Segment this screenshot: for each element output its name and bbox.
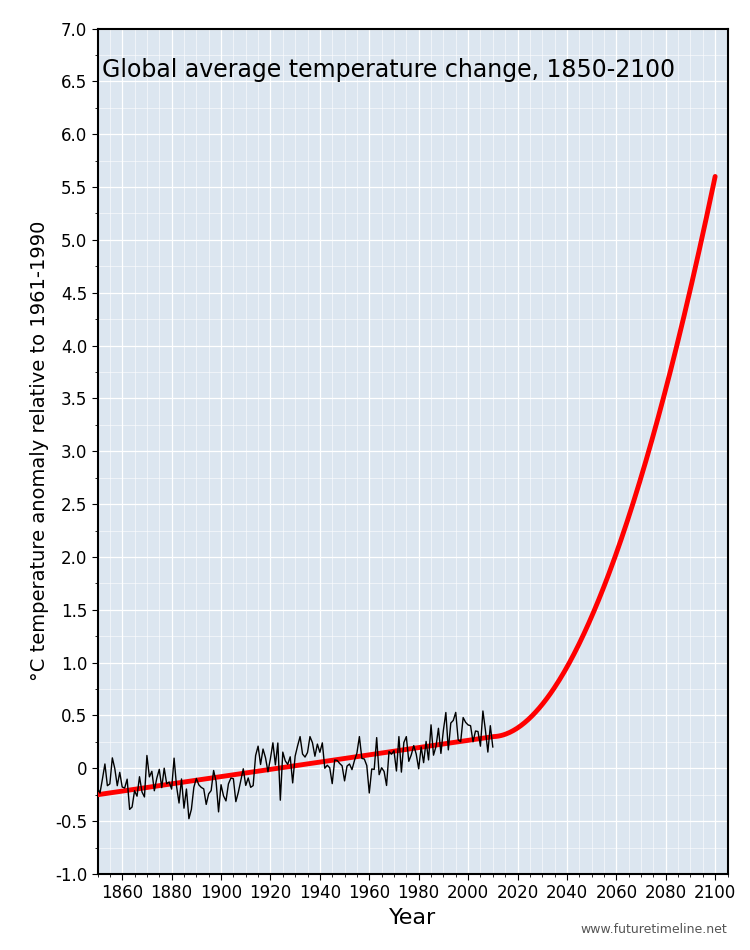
Text: www.futuretimeline.net: www.futuretimeline.net: [580, 922, 728, 936]
Text: Global average temperature change, 1850-2100: Global average temperature change, 1850-…: [103, 58, 676, 82]
X-axis label: Year: Year: [388, 908, 436, 928]
Y-axis label: °C temperature anomaly relative to 1961-1990: °C temperature anomaly relative to 1961-…: [30, 221, 50, 681]
